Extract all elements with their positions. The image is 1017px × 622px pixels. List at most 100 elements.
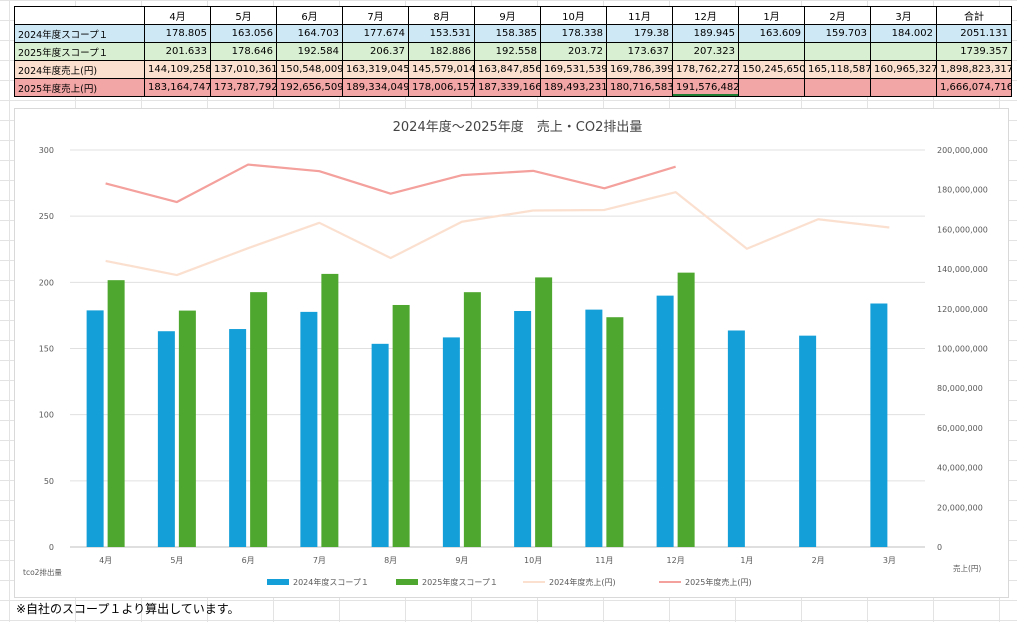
table-cell-total[interactable]: 1739.357 <box>936 42 1012 61</box>
table-cell[interactable]: 201.633 <box>144 42 211 61</box>
legend-label: 2025年度売上(円) <box>685 577 752 587</box>
table-cell[interactable]: 177.674 <box>342 24 409 43</box>
table-cell[interactable]: 189.945 <box>672 24 739 43</box>
table-cell[interactable]: 206.37 <box>342 42 409 61</box>
row-label[interactable]: 2024年度スコープ１ <box>14 24 145 43</box>
y2-tick-label: 100,000,000 <box>937 345 988 354</box>
table-cell[interactable]: 169,786,399 <box>606 60 673 79</box>
table-cell[interactable]: 180,716,583 <box>606 78 673 97</box>
header-cell-oct[interactable]: 10月 <box>540 6 607 25</box>
table-cell[interactable]: 178,762,272 <box>672 60 739 79</box>
bar <box>300 311 318 547</box>
y2-tick-label: 120,000,000 <box>937 305 988 314</box>
row-label[interactable]: 2025年度スコープ１ <box>14 42 145 61</box>
header-cell-corner[interactable] <box>14 6 145 25</box>
y-tick-label: 150 <box>39 345 54 354</box>
table-cell[interactable] <box>738 78 805 97</box>
table-cell[interactable]: 173,787,792 <box>210 78 277 97</box>
table-cell[interactable]: 163.609 <box>738 24 805 43</box>
y2-tick-label: 0 <box>937 543 942 552</box>
table-cell[interactable]: 160,965,327 <box>870 60 937 79</box>
table-cell[interactable]: 145,579,014 <box>408 60 475 79</box>
table-cell[interactable]: 153.531 <box>408 24 475 43</box>
bar <box>107 280 125 547</box>
legend-label: 2024年度スコープ１ <box>293 577 369 587</box>
bar <box>229 329 247 547</box>
table-cell[interactable]: 173.637 <box>606 42 673 61</box>
table-cell[interactable]: 158.385 <box>474 24 541 43</box>
table-cell[interactable]: 192.558 <box>474 42 541 61</box>
table-cell[interactable]: 187,339,166 <box>474 78 541 97</box>
header-cell-mar[interactable]: 3月 <box>870 6 937 25</box>
header-cell-total[interactable]: 合計 <box>936 6 1012 25</box>
legend-label: 2025年度スコープ１ <box>422 577 498 587</box>
table-cell[interactable]: 192,656,509 <box>276 78 343 97</box>
table-cell[interactable]: 178.805 <box>144 24 211 43</box>
bar <box>442 337 460 547</box>
series-line <box>105 191 890 277</box>
table-cell[interactable]: 137,010,361 <box>210 60 277 79</box>
table-cell[interactable]: 203.72 <box>540 42 607 61</box>
bar <box>870 303 888 547</box>
table-cell[interactable]: 164.703 <box>276 24 343 43</box>
table-cell[interactable]: 150,245,650 <box>738 60 805 79</box>
bar <box>463 292 481 547</box>
table-cell-total[interactable]: 1,898,823,317 <box>936 60 1012 79</box>
table-cell[interactable] <box>804 42 871 61</box>
table-cell[interactable]: 192.584 <box>276 42 343 61</box>
table-cell[interactable]: 184.002 <box>870 24 937 43</box>
chart-title: 2024年度～2025年度 売上・CO2排出量 <box>393 119 643 135</box>
bar <box>606 317 624 547</box>
header-cell-aug[interactable]: 8月 <box>408 6 475 25</box>
x-tick-label: 10月 <box>524 556 542 565</box>
y-tick-label: 50 <box>44 477 54 486</box>
y2-tick-label: 80,000,000 <box>937 384 983 393</box>
table-cell[interactable]: 182.886 <box>408 42 475 61</box>
table-cell[interactable]: 165,118,587 <box>804 60 871 79</box>
y-tick-label: 100 <box>39 411 54 420</box>
table-cell[interactable]: 144,109,258 <box>144 60 211 79</box>
bar <box>157 331 175 547</box>
table-cell[interactable]: 163.056 <box>210 24 277 43</box>
table-cell[interactable] <box>738 42 805 61</box>
header-cell-may[interactable]: 5月 <box>210 6 277 25</box>
table-cell[interactable]: 178,006,157 <box>408 78 475 97</box>
header-cell-jun[interactable]: 6月 <box>276 6 343 25</box>
table-cell[interactable]: 189,334,049 <box>342 78 409 97</box>
header-cell-feb[interactable]: 2月 <box>804 6 871 25</box>
header-cell-jan[interactable]: 1月 <box>738 6 805 25</box>
x-tick-label: 8月 <box>384 556 397 565</box>
table-cell[interactable]: 169,531,539 <box>540 60 607 79</box>
table-cell[interactable]: 207.323 <box>672 42 739 61</box>
row-label[interactable]: 2024年度売上(円) <box>14 60 145 79</box>
y-tick-label: 200 <box>39 278 54 287</box>
table-cell[interactable]: 150,548,009 <box>276 60 343 79</box>
table-cell[interactable]: 178.646 <box>210 42 277 61</box>
combo-chart[interactable]: 2024年度～2025年度 売上・CO2排出量 0 50 100 150 200 250 30… <box>14 108 1009 598</box>
header-cell-jul[interactable]: 7月 <box>342 6 409 25</box>
header-cell-nov[interactable]: 11月 <box>606 6 673 25</box>
table-cell[interactable]: 178.338 <box>540 24 607 43</box>
row-label[interactable]: 2025年度売上(円) <box>14 78 145 97</box>
table-cell[interactable]: 163,847,856 <box>474 60 541 79</box>
table-cell-total[interactable]: 2051.131 <box>936 24 1012 43</box>
table-cell-total[interactable]: 1,666,074,716 <box>936 78 1012 97</box>
table-cell[interactable] <box>870 78 937 97</box>
header-cell-apr[interactable]: 4月 <box>144 6 211 25</box>
table-cell[interactable]: 179.38 <box>606 24 673 43</box>
y2-tick-label: 40,000,000 <box>937 464 983 473</box>
x-tick-label: 2月 <box>812 556 825 565</box>
table-cell[interactable]: 189,493,231 <box>540 78 607 97</box>
table-cell[interactable]: 163,319,045 <box>342 60 409 79</box>
legend-swatch <box>396 579 418 585</box>
header-cell-sep[interactable]: 9月 <box>474 6 541 25</box>
table-cell[interactable] <box>870 42 937 61</box>
y2-tick-label: 160,000,000 <box>937 225 988 234</box>
header-cell-dec[interactable]: 12月 <box>672 6 739 25</box>
table-cell-selected[interactable]: 191,576,482 <box>672 78 739 97</box>
table-cell[interactable] <box>804 78 871 97</box>
y2-tick-label: 180,000,000 <box>937 186 988 195</box>
table-cell[interactable]: 159.703 <box>804 24 871 43</box>
table-cell[interactable]: 183,164,747 <box>144 78 211 97</box>
data-table: 4月 5月 6月 7月 8月 9月 10月 11月 12月 1月 2月 3月 合… <box>14 6 1012 97</box>
